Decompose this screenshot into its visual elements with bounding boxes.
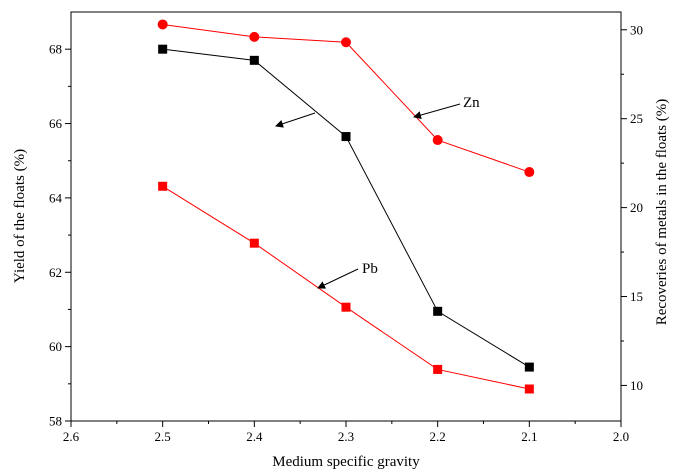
plot-frame <box>70 11 622 422</box>
annotation-zn-label: Zn <box>463 95 480 111</box>
y-right-tick-label: 10 <box>630 378 643 393</box>
series-2-line <box>162 185 530 390</box>
y-right-tick-label: 30 <box>630 22 643 37</box>
y-left-tick-label: 58 <box>49 414 62 429</box>
series-group <box>157 19 535 394</box>
series-0-point <box>158 44 168 54</box>
series-1-point <box>341 37 351 48</box>
y-left-axis-ticks: 58 60 62 64 66 68 <box>49 42 71 429</box>
annotation-left-arrow <box>275 112 316 128</box>
y-right-tick-label: 20 <box>630 200 643 215</box>
y-right-axis-title: Recoveries of metals in the floats (%) <box>654 99 670 326</box>
y-right-tick-label: 15 <box>630 289 643 304</box>
x-tick-label: 2.1 <box>521 429 537 444</box>
y-right-axis-ticks: 10 15 20 25 30 <box>621 22 643 393</box>
series-1-point <box>432 135 443 146</box>
y-left-axis-title: Yield of the floats (%) <box>12 149 28 283</box>
annotation-pb-label: Pb <box>362 261 378 277</box>
x-axis-ticks: 2.6 2.5 2.4 2.3 2.2 2.1 2.0 <box>63 421 629 444</box>
series-0-point <box>341 132 351 142</box>
y-right-tick-label: 25 <box>630 111 643 126</box>
series-2-point <box>341 302 351 312</box>
x-tick-label: 2.3 <box>338 429 354 444</box>
annotation-pb-arrow <box>317 268 359 289</box>
annotation-zn-arrow <box>413 103 461 119</box>
y-left-tick-label: 66 <box>49 116 63 131</box>
y-left-tick-label: 68 <box>49 42 62 57</box>
series-2-point <box>524 384 534 394</box>
x-tick-label: 2.4 <box>246 429 263 444</box>
x-axis-title: Medium specific gravity <box>272 454 420 470</box>
x-tick-label: 2.5 <box>155 429 171 444</box>
x-tick-label: 2.2 <box>430 429 446 444</box>
series-0-point <box>249 55 259 65</box>
series-1-point <box>157 19 168 30</box>
series-0-point <box>524 362 534 372</box>
series-0-point <box>433 306 443 316</box>
series-2-point <box>158 181 168 191</box>
series-2-point <box>249 238 259 248</box>
series-2-point <box>433 364 443 374</box>
series-1-point <box>524 167 535 178</box>
y-left-tick-label: 60 <box>49 339 62 354</box>
x-tick-label: 2.0 <box>613 429 629 444</box>
y-left-tick-label: 64 <box>49 190 63 205</box>
series-1-point <box>249 31 260 42</box>
x-tick-label: 2.6 <box>63 429 80 444</box>
y-left-tick-label: 62 <box>49 265 62 280</box>
